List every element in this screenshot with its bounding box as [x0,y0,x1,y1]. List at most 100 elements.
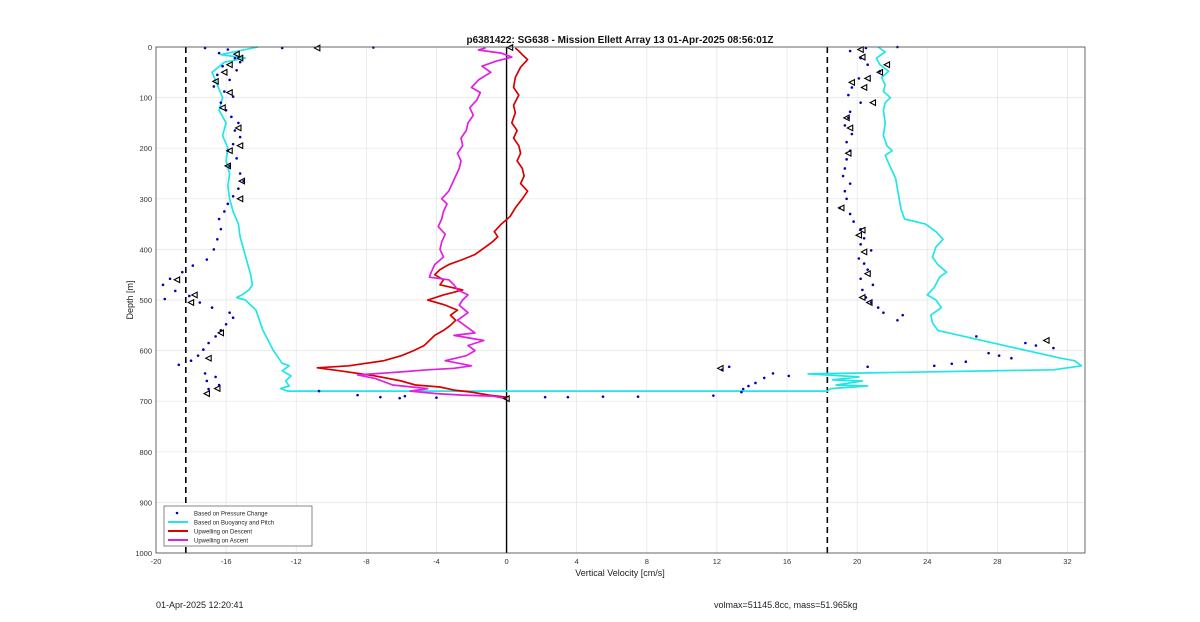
pressure-point [168,277,172,281]
legend-label: Upwelling on Ascent [194,539,248,545]
pressure-point [228,78,231,82]
pressure-point [845,140,848,144]
pressure-point [848,182,852,185]
pressure-point [859,277,862,281]
pressure-point [997,354,1001,357]
pressure-point [862,236,866,240]
flagged-marker [854,231,863,239]
flagged-marker [856,45,864,54]
pressure-point [210,306,214,309]
flagged-marker [187,298,195,307]
flagged-marker [846,124,854,132]
pressure-point [372,46,375,49]
pressure-point [727,365,731,369]
pressure-point [231,316,235,320]
pressure-point [238,60,242,64]
flagged-marker [202,389,210,398]
pressure-point [317,389,321,393]
flagged-marker [858,293,866,302]
flagged-marker [716,364,724,373]
x-tick-label: -4 [433,557,440,566]
x-axis-label: Vertical Velocity [cm/s] [575,568,665,578]
legend-label: Based on Pressure Change [194,512,268,518]
pressure-point [205,258,209,261]
pressure-point [196,354,200,357]
pressure-point [238,135,242,139]
pressure-point [223,210,226,213]
pressure-point [747,384,750,388]
flagged-marker [173,276,181,284]
pressure-point [852,220,855,223]
flagged-marker [225,147,233,155]
pressure-point [987,351,990,355]
pressure-point [964,360,968,364]
pressure-point [180,270,184,274]
flagged-marker [837,204,845,212]
pressure-point [205,379,209,383]
pressure-point [741,387,745,391]
pressure-point [214,375,217,379]
flagged-marker [502,394,510,403]
pressure-point [901,313,905,317]
pressure-point [212,248,216,251]
legend: Based on Pressure Change Based on Buoyanc… [163,505,313,547]
y-tick-label: 400 [139,245,152,254]
pressure-point [221,64,224,68]
pressure-point [223,90,226,93]
flagged-marker [236,54,244,62]
pressure-point [233,56,237,60]
x-tick-label: -12 [291,557,302,566]
flagged-marker [844,149,852,157]
flagged-marker [211,77,219,86]
pressure-point [214,335,217,338]
pressure-point [231,194,235,198]
pressure-point [866,365,869,369]
x-tick-label: 32 [1063,557,1071,566]
pressure-point [876,306,880,309]
pressure-point [177,363,181,367]
y-tick-label: 0 [148,43,152,52]
x-tick-label: -20 [151,557,162,566]
pressure-point [228,311,231,314]
pressure-point [161,283,165,287]
x-tick-label: 0 [504,557,508,566]
y-axis-label: Depth [m] [125,280,135,319]
x-tick-label: 20 [853,557,861,566]
series-line-based-on-buoyancy-and-pitch [211,46,1083,392]
flagged-marker [868,98,877,107]
flagged-marker [218,104,226,112]
legend-swatch-pressure [175,511,179,515]
flagged-marker [225,61,233,69]
flagged-marker [225,88,233,97]
pressure-point [950,362,954,366]
pressure-point [975,335,978,338]
pressure-point [771,372,775,375]
x-tick-label: 16 [783,557,791,566]
flagged-marker [875,68,884,77]
flagged-marker [882,61,891,69]
pressure-point [207,387,210,391]
pressure-point [1052,346,1055,350]
flagged-marker [237,177,246,185]
x-tick-label: 24 [923,557,931,566]
pressure-point [216,73,219,77]
pressure-point [859,101,862,104]
pressure-point [403,394,407,398]
pressure-point [233,129,237,132]
pressure-point [163,297,167,301]
x-tick-label: -16 [221,557,232,566]
pressure-point [787,374,791,378]
pressure-point [237,187,240,190]
series-line-upwelling-on-ascent [356,47,513,400]
pressure-point [543,395,547,399]
flagged-marker [865,298,873,307]
flagged-marker [1042,336,1050,345]
y-tick-label: 900 [139,498,152,507]
pressure-point [188,294,191,298]
pressure-point [235,157,238,160]
x-tick-label: 12 [713,557,721,566]
pressure-point [712,394,715,397]
pressure-point [882,311,885,314]
pressure-point [843,167,847,170]
pressure-point [843,124,847,127]
